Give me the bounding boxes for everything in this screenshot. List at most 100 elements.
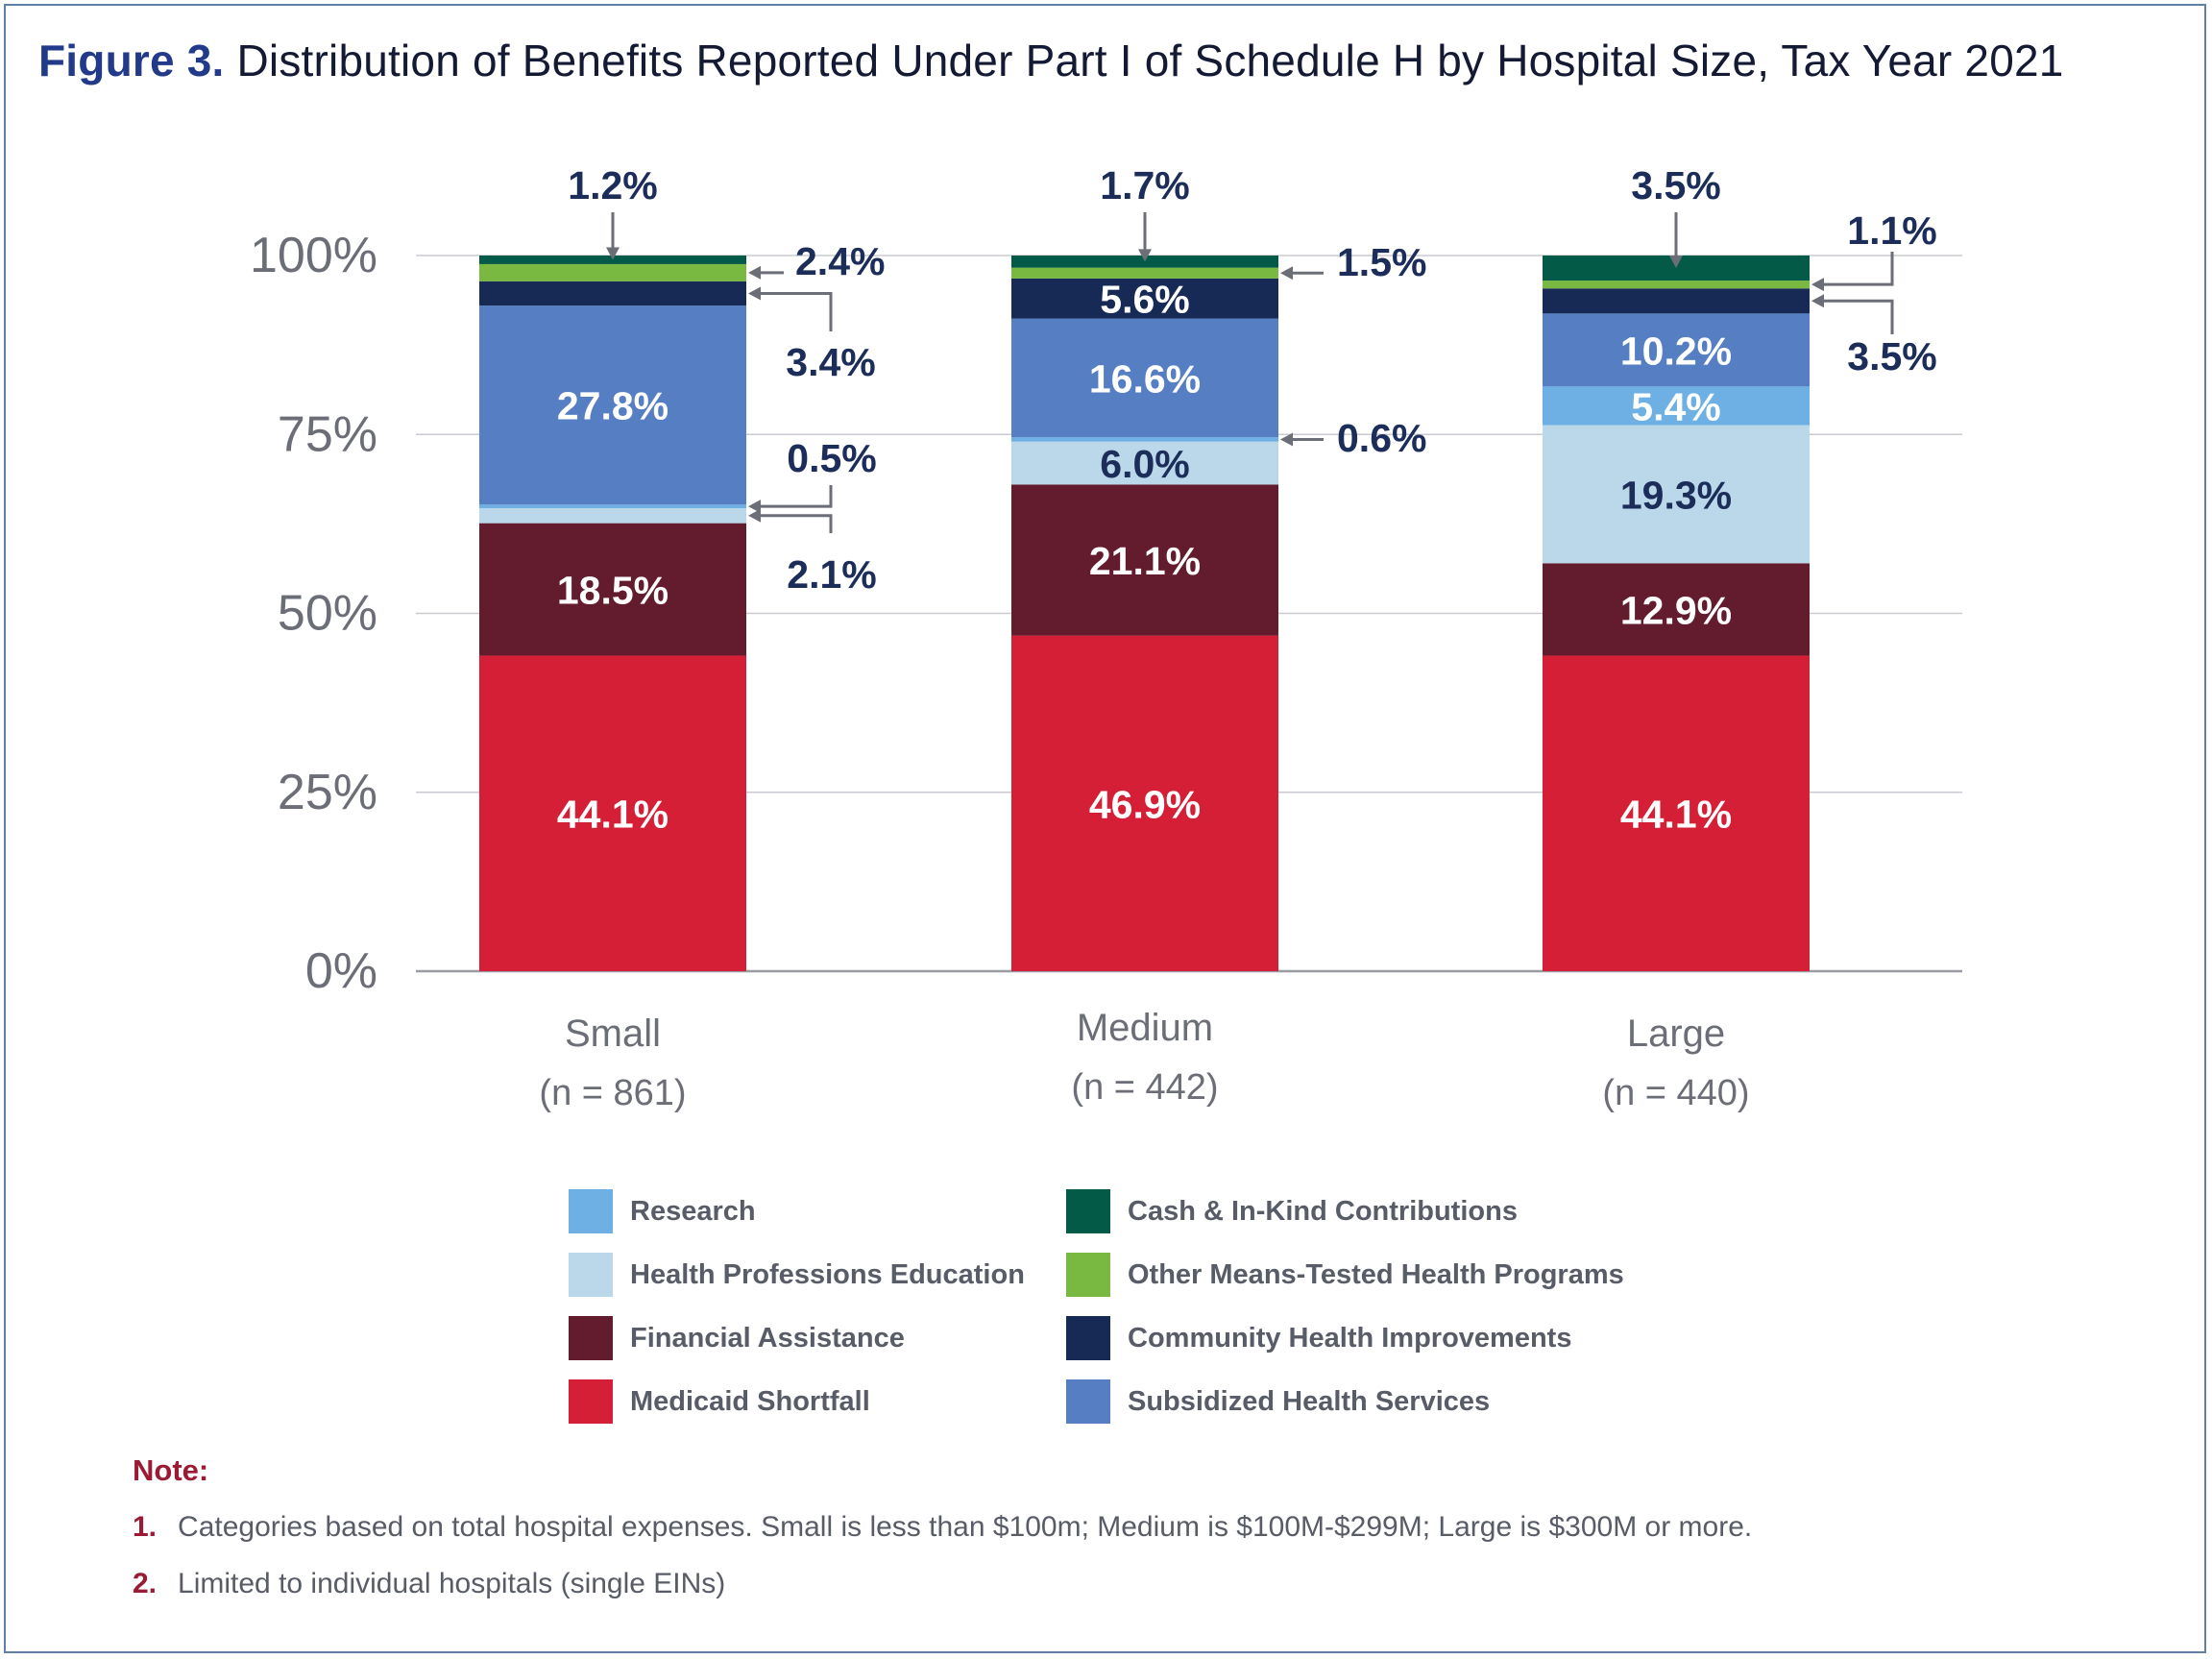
note-item: 2. Limited to individual hospitals (singl…	[133, 1568, 725, 1600]
bar-segment	[1543, 313, 1810, 387]
figure-title-text: Distribution of Benefits Reported Under …	[236, 36, 2064, 85]
data-label: 1.7%	[1100, 163, 1189, 207]
bar-segment	[1011, 267, 1278, 279]
data-label: 3.5%	[1631, 163, 1720, 207]
bar-segment	[1543, 281, 1810, 289]
y-tick-label: 0%	[305, 943, 377, 999]
y-tick-label: 75%	[278, 406, 377, 462]
y-tick-label: 25%	[278, 765, 377, 820]
x-category-count: (n = 442)	[1071, 1067, 1218, 1108]
arrow-head	[748, 286, 761, 301]
note-text: Limited to individual hospitals (single …	[178, 1568, 726, 1599]
legend-label: Health Professions Education	[630, 1258, 1025, 1290]
bar-segment	[1011, 484, 1278, 636]
data-label: 10.2%	[1620, 329, 1732, 373]
legend-swatch	[569, 1189, 613, 1233]
bar-segment	[1011, 318, 1278, 438]
arrow-line	[760, 485, 833, 508]
bar-segment	[1011, 441, 1278, 485]
bar-segment	[479, 281, 746, 306]
legend-label: Financial Assistance	[630, 1322, 905, 1354]
x-category-label: Medium	[1077, 1007, 1213, 1049]
bar-segment	[1011, 437, 1278, 442]
data-label: 1.5%	[1337, 240, 1426, 284]
arrow-line	[1823, 252, 1894, 286]
data-label: 21.1%	[1089, 539, 1201, 583]
y-tick-label: 50%	[278, 586, 377, 642]
bar-segment	[1011, 278, 1278, 319]
data-label: 0.5%	[787, 436, 876, 480]
bar-segment	[1543, 655, 1810, 971]
arrow-head	[748, 265, 761, 280]
bar-segment	[479, 263, 746, 281]
data-label: 12.9%	[1620, 588, 1732, 632]
bar-segment	[1543, 386, 1810, 426]
data-label: 46.9%	[1089, 782, 1201, 826]
arrow-head	[1669, 256, 1683, 269]
bar-segment	[1011, 635, 1278, 971]
y-tick-label: 100%	[250, 228, 377, 283]
x-category-count: (n = 861)	[539, 1073, 686, 1113]
arrow-head	[1280, 432, 1293, 447]
data-label: 3.4%	[786, 340, 875, 384]
legend-swatch	[1066, 1253, 1110, 1297]
legend-label: Other Means-Tested Health Programs	[1128, 1258, 1624, 1290]
data-label: 18.5%	[557, 569, 668, 613]
note-item: 1. Categories based on total hospital exp…	[133, 1511, 1752, 1544]
bar-segment	[479, 507, 746, 524]
data-label: 1.1%	[1847, 208, 1936, 253]
legend-swatch	[1066, 1189, 1110, 1233]
arrow-head	[1138, 249, 1152, 262]
data-label: 5.6%	[1100, 278, 1189, 322]
legend-item-community-health-improvements: Community Health Improvements	[1066, 1316, 1571, 1360]
data-label: 2.1%	[787, 552, 876, 597]
data-label: 19.3%	[1620, 473, 1732, 517]
bar-segment	[1011, 256, 1278, 268]
arrow-head	[748, 508, 761, 523]
bar-segment	[479, 655, 746, 971]
arrow-line	[760, 291, 833, 331]
arrow-line	[760, 514, 833, 533]
x-category-label: Small	[565, 1012, 661, 1055]
bar-segment	[479, 305, 746, 505]
legend-item-health-professions-education: Health Professions Education	[569, 1253, 1025, 1297]
legend-swatch	[569, 1316, 613, 1360]
bar-segment	[1543, 425, 1810, 564]
legend-item-research: Research	[569, 1189, 756, 1233]
data-label: 16.6%	[1089, 356, 1201, 401]
bar-segment	[479, 523, 746, 656]
data-label: 5.4%	[1631, 384, 1720, 428]
legend-label: Medicaid Shortfall	[630, 1385, 870, 1417]
x-category-count: (n = 440)	[1602, 1073, 1749, 1113]
data-label: 2.4%	[795, 239, 885, 283]
legend-swatch	[569, 1379, 613, 1424]
bar-segment	[1543, 563, 1810, 656]
data-label: 27.8%	[557, 384, 668, 428]
legend-item-cash-in-kind-contributions: Cash & In-Kind Contributions	[1066, 1189, 1518, 1233]
stacked-bar-chart: 0% 25% 50% 75% 100% Small (n = 861) Medium (n = …	[250, 163, 1962, 1113]
arrow-line	[1823, 299, 1894, 334]
data-label: 44.1%	[557, 793, 668, 837]
bar-segment	[1543, 288, 1810, 314]
data-label: 1.2%	[568, 163, 657, 207]
legend-label: Subsidized Health Services	[1128, 1385, 1491, 1417]
legend-item-medicaid-shortfall: Medicaid Shortfall	[569, 1379, 870, 1424]
data-label: 0.6%	[1337, 416, 1426, 460]
data-label: 44.1%	[1620, 793, 1732, 837]
data-label: 6.0%	[1100, 442, 1189, 486]
note-number: 1.	[133, 1511, 158, 1543]
arrow-head	[1280, 266, 1293, 281]
legend-swatch	[1066, 1379, 1110, 1424]
note-text: Categories based on total hospital expen…	[178, 1511, 1753, 1543]
legend-swatch	[569, 1253, 613, 1297]
legend-item-other-means-tested-health-programs: Other Means-Tested Health Programs	[1066, 1253, 1624, 1297]
legend-label: Cash & In-Kind Contributions	[1128, 1195, 1518, 1227]
arrow-head	[1811, 294, 1824, 308]
note-number: 2.	[133, 1568, 158, 1599]
arrow-head	[606, 247, 620, 260]
legend-item-financial-assistance: Financial Assistance	[569, 1316, 905, 1360]
legend-label: Research	[630, 1195, 756, 1227]
figure-title: Figure 3. Distribution of Benefits Repor…	[38, 35, 2064, 86]
legend-label: Community Health Improvements	[1128, 1322, 1572, 1354]
legend-swatch	[1066, 1316, 1110, 1360]
